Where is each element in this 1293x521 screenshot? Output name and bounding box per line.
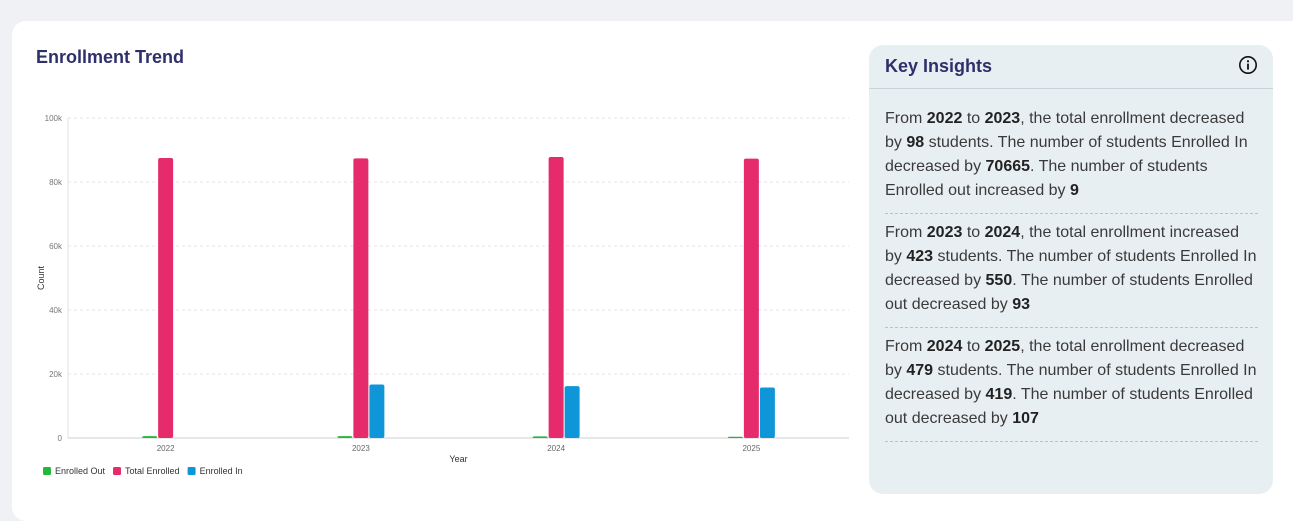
bar-enrolled-out <box>727 436 743 438</box>
legend-label: Enrolled Out <box>55 466 106 476</box>
bar-enrolled-in <box>564 386 580 438</box>
x-tick-label: 2024 <box>547 444 565 453</box>
info-circle-icon[interactable] <box>1238 55 1258 75</box>
insight-value: 423 <box>906 248 934 265</box>
insight-value: 70665 <box>985 158 1031 175</box>
insight-value: 2024 <box>926 338 963 355</box>
legend-swatch <box>187 467 196 475</box>
y-tick-label: 100k <box>45 114 63 123</box>
key-insights-panel: Key Insights From 2022 to 2023, the tota… <box>869 45 1273 494</box>
bar-total-enrolled <box>353 158 369 438</box>
x-tick-label: 2025 <box>742 444 760 453</box>
insight-value: 93 <box>1012 296 1030 313</box>
y-tick-label: 20k <box>49 370 63 379</box>
bar-enrolled-out <box>142 436 158 438</box>
insight-value: 419 <box>985 386 1013 403</box>
insight-value: 2024 <box>984 224 1021 241</box>
key-insights-title: Key Insights <box>885 56 993 76</box>
insight-item: From 2023 to 2024, the total enrollment … <box>885 221 1258 328</box>
insight-value: 2025 <box>984 338 1021 355</box>
y-tick-label: 40k <box>49 306 63 315</box>
x-axis-label: Year <box>449 454 467 464</box>
insight-value: 2023 <box>984 110 1021 127</box>
legend-swatch <box>43 467 51 475</box>
legend-label: Total Enrolled <box>125 466 180 476</box>
legend-swatch <box>113 467 122 475</box>
x-tick-label: 2022 <box>157 444 175 453</box>
y-tick-label: 60k <box>49 242 63 251</box>
x-tick-label: 2023 <box>352 444 370 453</box>
insight-value: 98 <box>906 134 925 151</box>
y-tick-label: 80k <box>49 178 63 187</box>
key-insights-header: Key Insights <box>869 45 1273 89</box>
y-tick-label: 0 <box>58 434 63 443</box>
bar-total-enrolled <box>743 158 759 438</box>
insight-value: 479 <box>906 362 934 379</box>
insight-value: 2023 <box>926 224 963 241</box>
enrollment-bar-chart: 0 20k 40k 60k 80k 100k 2022 2023 2024 2025 Year Cou… <box>36 114 849 476</box>
chart-title: Enrollment Trend <box>36 47 185 67</box>
bar-total-enrolled <box>548 157 564 439</box>
bar-enrolled-in <box>369 384 385 438</box>
insight-value: 9 <box>1070 182 1079 199</box>
bar-enrolled-out <box>337 436 353 438</box>
bar-enrolled-out <box>532 436 548 438</box>
insights-list: From 2022 to 2023, the total enrollment … <box>885 107 1258 449</box>
insight-value: 2022 <box>926 110 963 127</box>
bar-enrolled-in <box>759 387 775 438</box>
y-axis-label: Count <box>36 266 46 291</box>
bar-total-enrolled <box>158 158 174 438</box>
insight-item: From 2024 to 2025, the total enrollment … <box>885 335 1258 442</box>
legend-label: Enrolled In <box>200 466 243 476</box>
insight-item: From 2022 to 2023, the total enrollment … <box>885 107 1258 214</box>
insight-value: 550 <box>985 272 1013 289</box>
insight-value: 107 <box>1012 410 1039 427</box>
